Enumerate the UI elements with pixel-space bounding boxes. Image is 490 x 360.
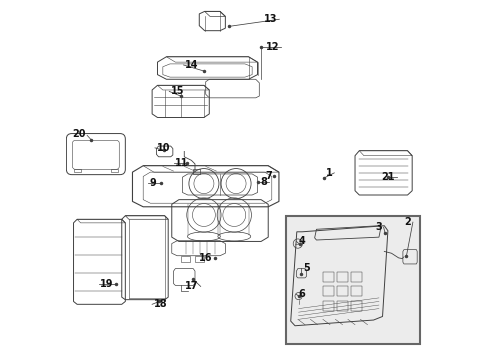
Text: 4: 4 [298,237,305,247]
Text: 20: 20 [72,129,85,139]
Text: 13: 13 [264,14,277,24]
Text: 21: 21 [382,172,395,182]
FancyBboxPatch shape [286,216,420,344]
Text: 19: 19 [100,279,114,289]
Text: 7: 7 [265,171,272,181]
Text: 10: 10 [157,143,170,153]
Text: 8: 8 [261,177,268,187]
Text: 14: 14 [185,60,199,70]
Text: 16: 16 [199,253,213,263]
Text: 18: 18 [154,299,168,309]
Text: 5: 5 [303,262,310,273]
Text: 1: 1 [326,168,333,178]
Text: 9: 9 [149,178,156,188]
Text: 3: 3 [375,222,382,232]
Text: 15: 15 [171,86,185,96]
Text: 17: 17 [185,282,199,292]
Text: 6: 6 [298,289,305,299]
Text: 11: 11 [175,158,189,168]
Text: 12: 12 [266,42,280,52]
Text: 2: 2 [404,217,411,227]
